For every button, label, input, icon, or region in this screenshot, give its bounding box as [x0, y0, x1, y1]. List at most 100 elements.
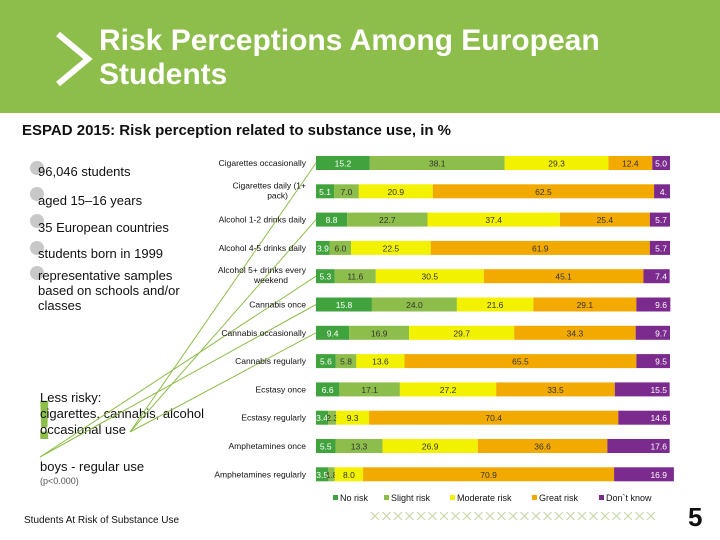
- data-label: 9.5: [655, 357, 667, 367]
- bar-segment-great-risk: [404, 354, 637, 369]
- bar-segment-slight-risk: [347, 212, 428, 227]
- boys-callout-text: boys - regular use: [40, 459, 145, 474]
- data-label: 3.4: [316, 413, 328, 423]
- data-label: 13.6: [372, 357, 389, 367]
- bar-segment-slight-risk: [371, 297, 457, 312]
- data-label: 33.5: [547, 385, 564, 395]
- bar-segment-great-risk: [483, 269, 644, 284]
- data-label: 24.0: [406, 300, 423, 310]
- bar-segment-don-t-know: [649, 240, 670, 255]
- bullet-icon: [30, 266, 44, 280]
- bullet-icon: [30, 214, 44, 228]
- decorative-x-mark: [635, 511, 644, 521]
- category-label: Alcohol 4-5 drinks daily: [219, 243, 307, 253]
- title-banner: Risk Perceptions Among European Students: [0, 0, 720, 113]
- data-label: 9.3: [347, 413, 359, 423]
- decorative-x-mark: [382, 511, 391, 521]
- decorative-x-mark: [623, 511, 633, 521]
- decorative-x-mark: [531, 511, 541, 521]
- bar-segment-great-risk: [363, 467, 615, 482]
- data-label: 34.3: [567, 328, 584, 338]
- category-label: Ecstasy once: [255, 384, 306, 394]
- data-label: 4.: [660, 187, 667, 197]
- data-label: 5.7: [655, 215, 667, 225]
- chart-subtitle: ESPAD 2015: Risk perception related to s…: [22, 122, 452, 139]
- data-label: 16.9: [371, 328, 388, 338]
- data-label: 38.1: [429, 159, 446, 169]
- bar-segment-moderate-risk: [456, 297, 534, 312]
- data-label: 16.9: [650, 470, 667, 480]
- decorative-x-mark: [589, 511, 598, 521]
- decorative-x-mark: [566, 511, 575, 521]
- decorative-x-mark: [543, 511, 552, 521]
- data-label: 5.0: [655, 159, 667, 169]
- bar-segment-moderate-risk: [356, 354, 405, 369]
- data-label: 5.3: [319, 272, 331, 282]
- bar-segment-no-risk: [316, 325, 350, 340]
- data-label: 36.6: [534, 442, 551, 452]
- bullet-icon: [30, 161, 44, 175]
- data-label: 3.9: [317, 243, 329, 253]
- fact-item: 96,046 students: [38, 164, 131, 179]
- bar-segment-slight-risk: [335, 354, 357, 369]
- data-label: 29.3: [548, 159, 565, 169]
- bar-segment-no-risk: [316, 410, 329, 425]
- bar-segment-moderate-risk: [358, 184, 433, 199]
- category-label: Cannabis regularly: [235, 356, 307, 366]
- data-label: 3.5: [316, 470, 328, 480]
- category-label: Cigarettes daily (1+ pack): [233, 180, 307, 200]
- bar-segment-slight-risk: [369, 156, 505, 170]
- decorative-x-mark: [370, 511, 380, 521]
- legend-swatch: [333, 495, 338, 500]
- chevron-right-icon: [56, 31, 93, 87]
- bar-segment-no-risk: [316, 240, 330, 255]
- legend-item-great-risk: Great risk: [539, 493, 579, 503]
- bullet-icon: [30, 241, 44, 255]
- data-label: 13.3: [351, 442, 368, 452]
- bar-segment-slight-risk: [334, 269, 376, 284]
- category-label: Cigarettes occasionally: [219, 158, 307, 168]
- data-label: 8.0: [343, 470, 355, 480]
- data-label: 37.4: [485, 215, 502, 225]
- bar-segment-slight-risk: [328, 467, 335, 482]
- data-label: 7.0: [341, 187, 353, 197]
- category-label: Cannabis once: [249, 300, 306, 310]
- page-number: 5: [688, 502, 703, 532]
- bar-segment-don-t-know: [643, 269, 670, 284]
- decorative-x-mark: [612, 511, 621, 521]
- decorative-x-mark: [416, 511, 426, 521]
- bar-segment-great-risk: [496, 382, 615, 397]
- connector-line: [129, 219, 317, 433]
- data-label: 6.0: [335, 243, 347, 253]
- data-label: 6.6: [322, 385, 334, 395]
- connector-line: [129, 162, 317, 433]
- bar-segment-moderate-risk: [399, 382, 497, 397]
- bar-segment-no-risk: [316, 382, 340, 397]
- bar-segment-great-risk: [369, 410, 619, 425]
- decorative-x-mark: [485, 511, 495, 521]
- data-label: 9.6: [655, 300, 667, 310]
- data-label: 27.2: [440, 385, 457, 395]
- bar-segment-great-risk: [559, 212, 650, 227]
- bar-segment-no-risk: [316, 354, 336, 369]
- decorative-x-mark: [428, 511, 437, 521]
- bar-segment-moderate-risk: [427, 212, 560, 227]
- data-label: 1.8: [326, 470, 338, 480]
- legend-swatch: [599, 495, 604, 500]
- bullet-icon: [30, 187, 44, 201]
- category-label: Alcohol 5+ drinks every weekend: [218, 265, 307, 285]
- decorative-x-mark: [474, 511, 483, 521]
- callout-line: cigarettes, cannabis, alcohol: [40, 406, 205, 421]
- bar-segment-moderate-risk: [409, 325, 515, 340]
- bar-segment-slight-risk: [335, 439, 383, 453]
- decorative-x-mark: [451, 511, 460, 521]
- bar-segment-moderate-risk: [382, 439, 478, 453]
- data-label: 17.6: [650, 442, 667, 452]
- data-label: 22.7: [379, 215, 396, 225]
- bar-segment-don-t-know: [652, 156, 670, 170]
- category-label: Cannabis occasionally: [221, 328, 306, 338]
- bar-segment-don-t-know: [654, 184, 670, 199]
- data-label: 65.5: [512, 357, 529, 367]
- bar-segment-moderate-risk: [336, 410, 370, 425]
- data-label: 29.7: [453, 328, 470, 338]
